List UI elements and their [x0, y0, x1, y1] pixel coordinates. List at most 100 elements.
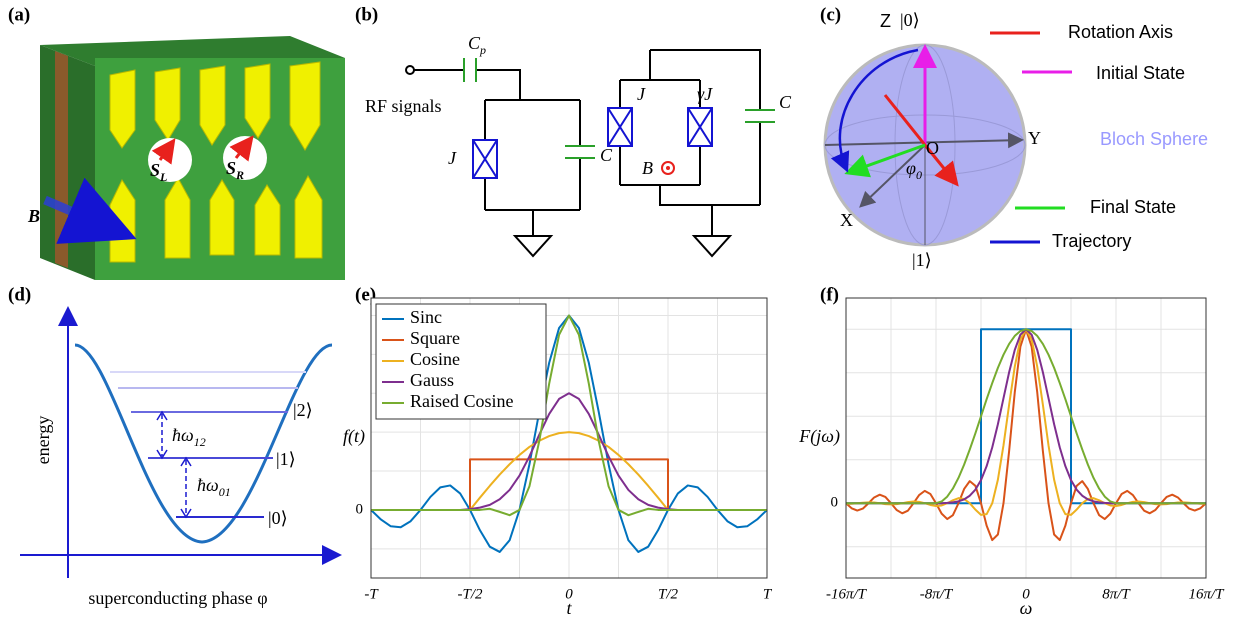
legend-label: Initial State	[1096, 63, 1185, 83]
panel-b-part	[512, 235, 554, 258]
x-tick-label: -T/2	[457, 586, 483, 602]
text: Z	[880, 11, 891, 31]
panel-a-part	[109, 61, 323, 263]
panel-a-part: SL	[150, 160, 167, 184]
panel-a-part-part	[289, 61, 321, 151]
text: φ	[906, 158, 916, 178]
x-tick-label: 16π/T	[1188, 586, 1225, 602]
panel-b-part	[414, 69, 581, 236]
panel-a-part-part	[294, 174, 323, 259]
text: ħω	[197, 475, 219, 495]
text: RF signals	[365, 96, 442, 116]
text: O	[926, 138, 939, 158]
panel-c-part	[844, 143, 926, 178]
panel-b-part	[661, 161, 675, 175]
legend-label: Trajectory	[1052, 231, 1131, 251]
text: 0	[916, 168, 922, 182]
x-tick-label: 0	[1022, 586, 1030, 602]
panel-a-part-part	[244, 63, 271, 139]
spin-subscript: L	[159, 170, 167, 184]
panel-b-part	[745, 109, 775, 123]
y-tick-label: 0	[356, 501, 364, 517]
panel-d-part	[156, 410, 192, 519]
legend-label: Rotation Axis	[1068, 22, 1173, 42]
panel-a-part	[229, 135, 254, 162]
text: Y	[1028, 128, 1041, 148]
y-axis-label: f(t)	[343, 426, 365, 447]
panel-c-part	[923, 144, 959, 187]
chart: -T -T/2 0 T/2 T0tf(t)SincSquareCosineGaussRa…	[343, 297, 773, 618]
legend-label: Raised Cosine	[410, 391, 514, 411]
panel-c: (c) Z |0⟩ Y X |1⟩ O φ0 Rotation Axis Ini…	[820, 4, 1208, 270]
panel-a-part-part	[254, 184, 281, 256]
panel-label: (f)	[820, 284, 839, 305]
panel-a-part-part	[154, 67, 181, 141]
panel-a-part	[43, 177, 137, 244]
panel-b-part	[687, 107, 713, 147]
legend-label: Cosine	[410, 349, 460, 369]
text: |1⟩	[276, 449, 296, 469]
x-tick-label: -T	[364, 586, 379, 602]
panel-b-part	[472, 139, 498, 179]
panel-b-part: Cp	[468, 33, 486, 57]
legend-label: Square	[410, 328, 460, 348]
panel-d-part: ħω01	[197, 475, 231, 499]
x-tick-label: 0	[565, 586, 573, 602]
text: B	[642, 158, 653, 178]
text: X	[840, 210, 853, 230]
text: C	[468, 33, 481, 53]
legend-label: Sinc	[410, 307, 442, 327]
text: |0⟩	[900, 10, 920, 30]
text: B	[27, 206, 40, 226]
legend-label: Gauss	[410, 370, 454, 390]
panel-a-part	[151, 138, 176, 165]
field-label: B	[27, 206, 40, 226]
panel-c-part	[883, 94, 927, 146]
text: 01	[219, 485, 231, 499]
panel-b-part	[607, 107, 633, 147]
text: J	[637, 84, 646, 104]
x-axis-label: t	[566, 598, 572, 618]
plot-frame	[370, 297, 768, 579]
panel-label: (d)	[8, 284, 31, 305]
legend-label: Bloch Sphere	[1100, 129, 1208, 149]
panel-a-part: SR	[226, 158, 244, 182]
x-tick-label: T	[763, 586, 773, 602]
axis-label: energy	[33, 416, 53, 465]
plot-frame	[845, 297, 1207, 579]
panel-d-part: ħω12	[172, 425, 206, 449]
text: J	[448, 148, 457, 168]
x-tick-label: -8π/T	[920, 586, 954, 602]
x-tick-label: 8π/T	[1102, 586, 1131, 602]
panel-b: (b) Cp RF signals J C J γJ C B	[355, 4, 792, 258]
panel-label: (c)	[820, 4, 841, 25]
text: 12	[194, 435, 206, 449]
spin-symbol: S	[150, 160, 160, 180]
text: |2⟩	[293, 400, 313, 420]
panel-b-part	[607, 107, 633, 147]
panel-b-part	[666, 166, 670, 170]
panel-b-part	[687, 107, 713, 147]
x-axis-label: ω	[1020, 598, 1033, 618]
panel-a-part-part	[164, 176, 191, 259]
panel-b-part	[691, 235, 733, 258]
y-tick-label: 0	[831, 495, 839, 511]
panel-c-part	[830, 48, 919, 173]
panel-b-part	[463, 58, 595, 159]
panel-label: (a)	[8, 4, 30, 25]
panel-b-part	[619, 49, 761, 236]
panel-a-part-part	[109, 69, 136, 149]
x-tick-label: T/2	[658, 586, 679, 602]
x-tick-label: -16π/T	[826, 586, 868, 602]
text: γJ	[697, 84, 713, 104]
panel-a: (a) B SL SR	[8, 4, 345, 280]
panel-c-part	[859, 144, 926, 208]
panel-b-part	[472, 139, 498, 179]
panel-c-part: φ0	[906, 158, 922, 182]
panel-a-part	[55, 51, 68, 268]
panel-d: (d) ħω12 ħω01 |2⟩ |1⟩ |0⟩ energy superco…	[8, 284, 342, 608]
legend-box	[375, 303, 547, 420]
